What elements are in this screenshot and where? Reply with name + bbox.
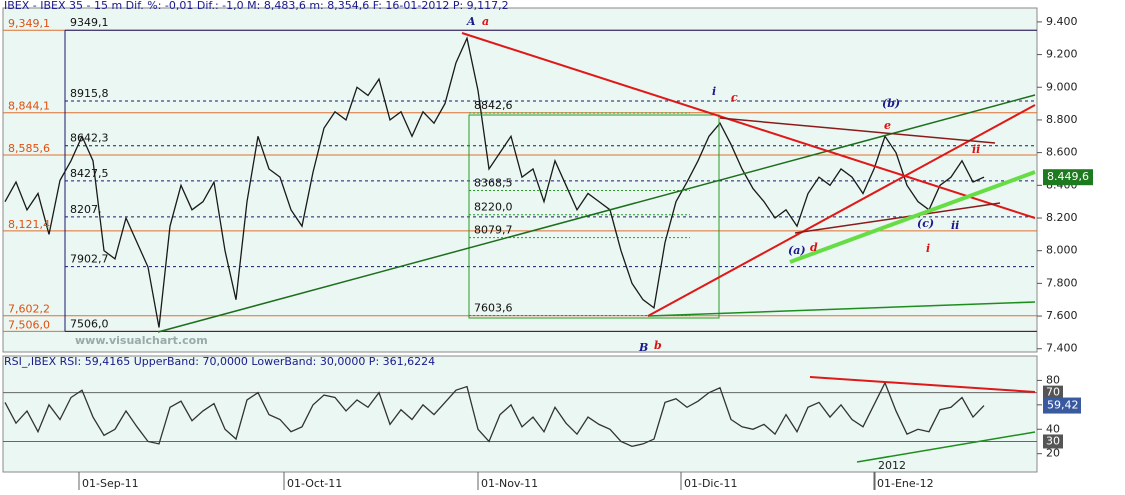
y-tick-label: 9.000	[1046, 80, 1078, 93]
rsi-panel	[2, 355, 1038, 473]
y-tick-label: 8.200	[1046, 211, 1078, 224]
x-tick-label: 01-Dic-11	[684, 477, 738, 490]
band-box	[1043, 385, 1063, 400]
last-value-box	[1043, 397, 1081, 414]
watermark: www.visualchart.com	[75, 334, 208, 347]
last-value-label: 8.449,6	[1047, 170, 1089, 183]
wave-label: b	[654, 339, 662, 352]
band-label: 70	[1046, 386, 1060, 399]
level-label: 7603,6	[474, 301, 513, 314]
level-label: 7902,7	[70, 253, 109, 266]
y-tick-label: 7.600	[1046, 309, 1078, 322]
fib-label: 8,844,1	[8, 100, 50, 113]
wave-label: (a)	[788, 244, 806, 257]
y-tick-label: 8.600	[1046, 146, 1078, 159]
level-label: 8842,6	[474, 99, 513, 112]
wave-label: A	[466, 15, 476, 28]
wave-label: i	[712, 85, 716, 98]
wave-label: e	[884, 119, 891, 132]
wave-label: (c)	[917, 217, 934, 230]
band-label: 30	[1046, 434, 1060, 447]
rsi-line	[4, 381, 985, 448]
level-label: 9349,1	[70, 16, 109, 29]
x-tick-label: 01-Oct-11	[287, 477, 342, 490]
last-value-box	[1043, 169, 1093, 186]
price-panel	[2, 7, 1038, 353]
y-tick-label: 20	[1046, 447, 1060, 460]
last-value-label: 59,42	[1047, 399, 1079, 412]
x-tick-label: 01-Ene-12	[877, 477, 934, 490]
header: IBEX - IBEX 35 - 15 m Dif. %: -0,01 Dif.…	[4, 0, 509, 12]
x-tick-label: 2012	[878, 459, 906, 472]
fib-label: 8,585,6	[8, 142, 50, 155]
trend-lines	[157, 32, 1036, 463]
y-tick-label: 9.400	[1046, 15, 1078, 28]
fib-label: 7,506,0	[8, 318, 50, 331]
band-box	[1043, 434, 1063, 449]
wave-label: d	[810, 241, 818, 254]
wave-label: B	[638, 341, 648, 354]
y-tick-label: 8.000	[1046, 244, 1078, 257]
rsi-title: RSI_,IBEX RSI: 59,4165 UpperBand: 70,000…	[4, 355, 435, 368]
wave-label: a	[482, 15, 489, 28]
fib-label: 9,349,1	[8, 17, 50, 30]
x-tick-label: 01-Nov-11	[481, 477, 538, 490]
level-label: 7506,0	[70, 317, 109, 330]
wave-label: ii	[972, 143, 980, 156]
price-line	[4, 36, 985, 328]
y-tick-label: 9.200	[1046, 48, 1078, 61]
wave-label: ii	[951, 219, 959, 232]
y-tick-label: 7.400	[1046, 342, 1078, 355]
wave-label: c	[731, 91, 738, 104]
fib-label: 7,602,2	[8, 303, 50, 316]
y-tick-label: 80	[1046, 373, 1060, 386]
level-label: 8427,5	[70, 167, 109, 180]
y-tick-label: 7.800	[1046, 276, 1078, 289]
level-label: 8207,	[70, 203, 102, 216]
wave-label: (b)	[882, 97, 900, 110]
y-tick-label: 8.800	[1046, 113, 1078, 126]
x-tick-label: 01-Sep-11	[82, 477, 139, 490]
level-label: 8642,3	[70, 132, 109, 145]
y-tick-label: 40	[1046, 422, 1060, 435]
level-label: 8079,7	[474, 224, 513, 237]
fib-label: 8,121,4	[8, 218, 50, 231]
plot-layer	[3, 21, 1042, 455]
level-label: 8368,5	[474, 176, 513, 189]
wave-label: i	[926, 242, 930, 255]
level-label: 8915,8	[70, 87, 109, 100]
level-label: 8220,0	[474, 201, 513, 214]
